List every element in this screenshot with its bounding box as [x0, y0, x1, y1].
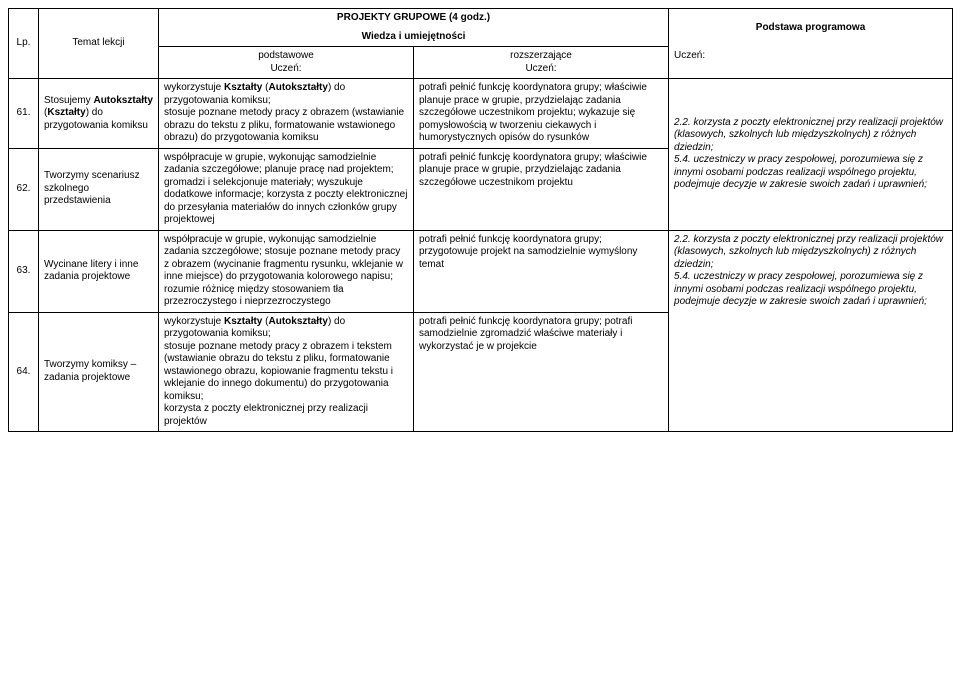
header-basic-sub: Uczeń: — [270, 63, 301, 74]
cell-basic: współpracuje w grupie, wykonując samodzi… — [159, 148, 414, 230]
cell-topic: Wycinane litery i inne zadania projektow… — [39, 230, 159, 312]
cell-ext: potrafi pełnić funkcję koordynatora grup… — [414, 148, 669, 230]
text-bold: Kształty — [47, 107, 85, 118]
text: 5.4. uczestniczy w pracy zespołowej, por… — [674, 154, 927, 190]
cell-ext: potrafi pełnić funkcję koordynatora grup… — [414, 312, 669, 432]
text: Stosujemy — [44, 95, 93, 106]
cell-ext: potrafi pełnić funkcję koordynatora grup… — [414, 79, 669, 149]
text: wykorzystuje — [164, 82, 224, 93]
cell-basic: wykorzystuje Kształty (Autokształty) do … — [159, 312, 414, 432]
cell-lp: 62. — [9, 148, 39, 230]
text: stosuje poznane metody pracy z obrazem (… — [164, 107, 404, 143]
header-title: PROJEKTY GRUPOWE (4 godz.) — [159, 9, 669, 28]
text-bold: Kształty — [224, 82, 262, 93]
cell-lp: 63. — [9, 230, 39, 312]
text-bold: Autokształty — [268, 316, 327, 327]
header-ext-label: rozszerzające — [510, 50, 572, 61]
table-row: 63. Wycinane litery i inne zadania proje… — [9, 230, 953, 312]
cell-basic: współpracuje w grupie, wykonując samodzi… — [159, 230, 414, 312]
header-prog-sub: Uczeń: — [669, 47, 953, 79]
cell-topic: Tworzymy komiksy – zadania projektowe — [39, 312, 159, 432]
text: korzysta z poczty elektronicznej przy re… — [164, 403, 368, 427]
text: 2.2. korzysta z poczty elektronicznej pr… — [674, 117, 943, 153]
cell-prog: 2.2. korzysta z poczty elektronicznej pr… — [669, 79, 953, 231]
curriculum-table: Lp. Temat lekcji PROJEKTY GRUPOWE (4 god… — [8, 8, 953, 432]
header-subheader: Wiedza i umiejętności — [159, 28, 669, 47]
header-ext: rozszerzające Uczeń: — [414, 47, 669, 79]
text: wykorzystuje — [164, 316, 224, 327]
text: stosuje poznane metody pracy z obrazem i… — [164, 341, 393, 402]
header-row-title: Lp. Temat lekcji PROJEKTY GRUPOWE (4 god… — [9, 9, 953, 28]
cell-lp: 64. — [9, 312, 39, 432]
cell-basic: wykorzystuje Kształty (Autokształty) do … — [159, 79, 414, 149]
table-row: 61. Stosujemy Autokształty (Kształty) do… — [9, 79, 953, 149]
header-basic-label: podstawowe — [258, 50, 314, 61]
header-prog: Podstawa programowa — [669, 9, 953, 47]
text: 5.4. uczestniczy w pracy zespołowej, por… — [674, 271, 927, 307]
cell-prog: 2.2. korzysta z poczty elektronicznej pr… — [669, 230, 953, 432]
text: 2.2. korzysta z poczty elektronicznej pr… — [674, 234, 943, 270]
cell-ext: potrafi pełnić funkcję koordynatora grup… — [414, 230, 669, 312]
text-bold: Autokształty — [93, 95, 152, 106]
cell-topic: Tworzymy scenariusz szkolnego przedstawi… — [39, 148, 159, 230]
header-basic: podstawowe Uczeń: — [159, 47, 414, 79]
header-topic: Temat lekcji — [39, 9, 159, 79]
text-bold: Kształty — [224, 316, 262, 327]
header-ext-sub: Uczeń: — [525, 63, 556, 74]
header-lp: Lp. — [9, 9, 39, 79]
cell-lp: 61. — [9, 79, 39, 149]
text-bold: Autokształty — [268, 82, 327, 93]
cell-topic: Stosujemy Autokształty (Kształty) do prz… — [39, 79, 159, 149]
